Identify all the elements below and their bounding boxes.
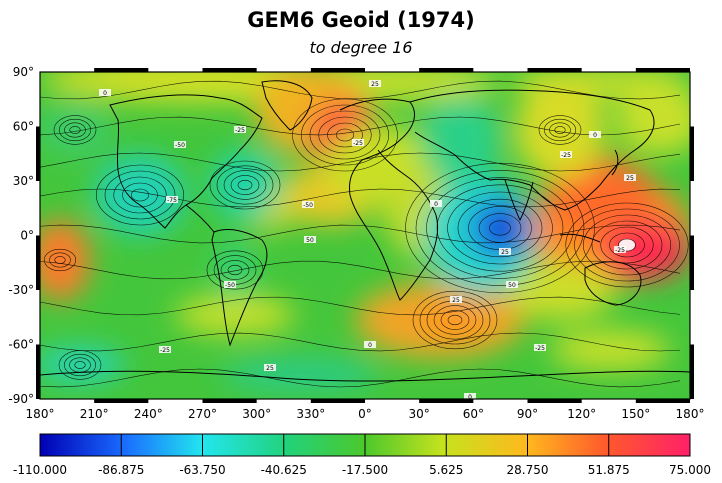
lat-tick-label: 0° [20,229,34,243]
contour-label: 25 [452,297,460,304]
contour-label: 0 [103,90,107,97]
contour-label: -25 [235,127,245,134]
contour-label: 25 [371,81,379,88]
colorbar-tick-label: -17.500 [342,463,388,477]
contour-label: -25 [561,152,571,159]
contour-label: 50 [306,237,314,244]
lat-tick-label: 30° [13,174,34,188]
contour-label: -25 [160,347,170,354]
contour-label: 0 [368,342,372,349]
contour-label: 0 [468,394,472,401]
lat-tick-label: -60° [8,338,34,352]
geoid-field: 0 25 -25 -50 -75 -50 -25 0 25 50 25 0 -25 0 25 -25 0 -25 2… [40,72,690,401]
lon-tick-label: 90° [517,407,538,421]
lat-tick-label: 90° [13,65,34,79]
lon-tick-label: 120° [567,407,596,421]
lon-tick-label: 60° [463,407,484,421]
contour-label: -50 [175,142,185,149]
contour-labels: 0 25 -25 -50 -75 -50 -25 0 25 50 25 0 -25 0 25 -25 0 -25 2… [99,80,636,401]
colorbar-tick-label: 75.000 [669,463,711,477]
colorbar-tick-label: -40.625 [261,463,307,477]
lon-tick-label: 240° [134,407,163,421]
contour-label: -25 [615,247,625,254]
map-subtitle: to degree 16 [309,38,413,57]
colorbar-tick-label: 5.625 [429,463,463,477]
contour-label: 25 [266,365,274,372]
contour-label: -75 [167,197,177,204]
contour-label: 25 [501,249,509,256]
contour-label: -25 [535,345,545,352]
contour-label: 0 [434,201,438,208]
lat-tick-label: -30° [8,283,34,297]
colorbar-tick-label: 28.750 [507,463,549,477]
lat-tick-label: -90° [8,392,34,406]
colorbar-tick-label: -110.000 [13,463,67,477]
lon-tick-label: 270° [188,407,217,421]
lon-tick-label: 300° [242,407,271,421]
contour-label: -50 [225,282,235,289]
map-title: GEM6 Geoid (1974) [247,8,475,32]
contour-label: 50 [508,282,516,289]
contour-lines [40,80,689,388]
lon-tick-labels: 180° 210° 240° 270° 300° 330° 0° 30° 60° 90° 120° 1… [26,407,705,421]
contour-label: -25 [353,140,363,147]
lon-tick-label: 210° [80,407,109,421]
colorbar-tick-label: -86.875 [98,463,144,477]
lon-tick-label: 150° [621,407,650,421]
colorbar-tick-label: -63.750 [179,463,225,477]
contour-label: 0 [593,132,597,139]
colorbar: -110.000 -86.875 -63.750 -40.625 -17.500 5.62… [13,433,711,477]
lon-tick-label: 180° [676,407,705,421]
lon-tick-label: 30° [409,407,430,421]
lat-tick-labels: 90° 60° 30° 0° -30° -60° -90° [8,65,34,406]
colorbar-tick-label: 51.875 [588,463,630,477]
lon-tick-label: 180° [26,407,55,421]
contour-label: -50 [303,202,313,209]
lat-tick-label: 60° [13,120,34,134]
frame-ticks [36,68,694,403]
lon-tick-label: 330° [296,407,325,421]
lon-tick-label: 0° [358,407,372,421]
contour-label: 25 [626,175,634,182]
